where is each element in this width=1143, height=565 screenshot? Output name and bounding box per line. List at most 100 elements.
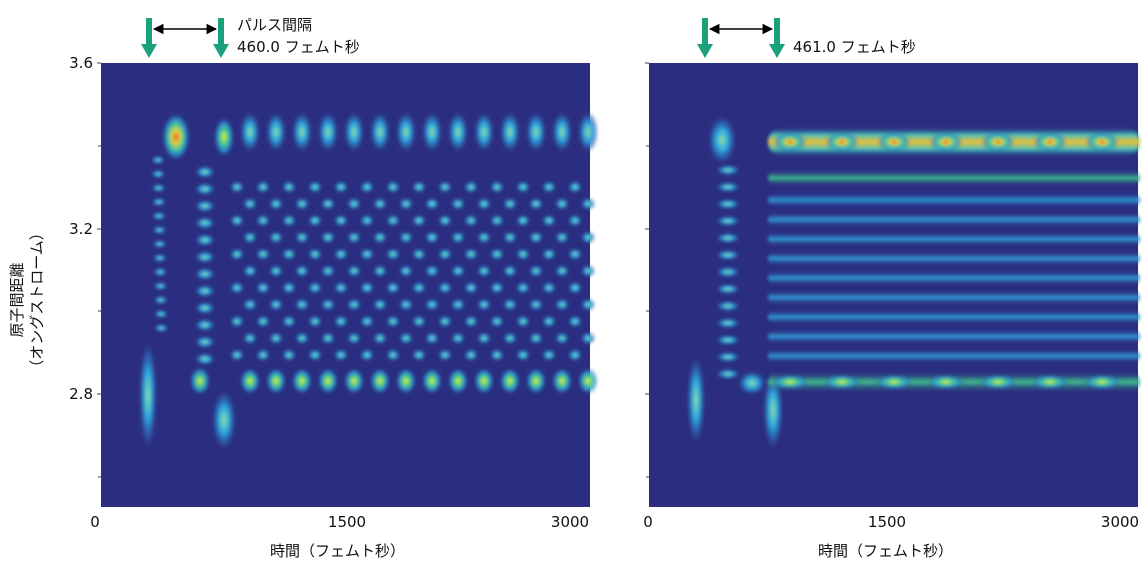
density-blob [716, 199, 740, 209]
density-blob [555, 332, 569, 345]
density-blob [386, 349, 400, 361]
density-blob [386, 248, 400, 261]
density-blob [500, 368, 520, 394]
density-blob [1086, 133, 1118, 151]
density-blob [243, 298, 257, 311]
density-stripe [768, 310, 1140, 324]
density-blob [716, 165, 740, 175]
density-blob [344, 368, 364, 394]
density-blob [360, 349, 374, 361]
density-blob [230, 315, 244, 328]
density-blob [334, 214, 348, 227]
density-stripe [768, 193, 1140, 207]
density-blob [373, 197, 387, 210]
density-blob [266, 112, 286, 152]
density-blob [347, 265, 361, 277]
density-blob [464, 248, 478, 261]
density-blob [282, 181, 296, 193]
density-blob [716, 318, 740, 328]
density-blob [396, 112, 416, 152]
density-blob [503, 265, 517, 277]
density-blob [308, 315, 322, 328]
density-blob [295, 298, 309, 311]
density-blob [269, 197, 283, 210]
density-blob [980, 375, 1016, 389]
density-blob [464, 349, 478, 361]
density-blob [516, 281, 530, 294]
density-blob [581, 298, 595, 311]
density-stripe [768, 251, 1140, 266]
density-blob [153, 268, 168, 276]
density-blob [422, 112, 442, 152]
density-blob [464, 181, 478, 193]
pulse-arrow [769, 18, 785, 58]
density-blob [334, 349, 348, 361]
density-blob [386, 315, 400, 328]
density-blob [716, 352, 740, 362]
density-stripe [768, 232, 1140, 246]
density-blob [240, 368, 260, 394]
density-blob [503, 298, 517, 311]
density-blob [490, 315, 504, 328]
density-blob [738, 371, 766, 395]
density-blob [1032, 375, 1068, 389]
density-blob [490, 181, 504, 193]
density-blob [824, 375, 860, 389]
pulse-interval-annotation: パルス間隔 [237, 16, 312, 34]
density-blob [581, 332, 595, 345]
density-blob [151, 170, 166, 178]
density-stripe [768, 329, 1140, 344]
density-blob [308, 248, 322, 261]
density-blob [292, 112, 312, 152]
density-blob [360, 214, 374, 227]
density-blob [568, 181, 582, 193]
density-blob [568, 315, 582, 328]
density-blob [308, 281, 322, 294]
density-blob [716, 267, 740, 277]
x-tick-label: 1500 [868, 513, 906, 531]
x-tick-label: 1500 [328, 513, 366, 531]
density-blob [474, 112, 494, 152]
density-blob [451, 197, 465, 210]
density-blob [282, 214, 296, 227]
density-blob [552, 368, 572, 394]
density-blob [282, 349, 296, 361]
density-blob [151, 156, 165, 164]
density-blob [477, 197, 491, 210]
density-blob [386, 214, 400, 227]
x-axis-label: 時間（フェムト秒） [270, 542, 405, 560]
density-blob [774, 133, 806, 151]
density-blob [555, 231, 569, 244]
density-blob [526, 112, 546, 152]
y-tick-label: 3.2 [69, 220, 93, 238]
density-blob [269, 332, 283, 345]
density-blob [243, 332, 257, 345]
density-blob [195, 183, 215, 195]
density-blob [243, 197, 257, 210]
density-blob [490, 349, 504, 361]
density-blob [344, 112, 364, 152]
density-blob [386, 281, 400, 294]
y-tick-label: 3.6 [69, 54, 93, 72]
density-blob [438, 248, 452, 261]
density-blob [464, 281, 478, 294]
density-blob [347, 298, 361, 311]
density-blob [269, 265, 283, 277]
density-blob [716, 233, 740, 243]
density-blob [308, 349, 322, 361]
density-blob [503, 332, 517, 345]
x-axis-label: 時間（フェムト秒） [818, 542, 953, 560]
density-blob [412, 315, 426, 328]
density-blob [516, 181, 530, 193]
density-blob [930, 133, 962, 151]
x-tick-label: 3000 [1101, 513, 1139, 531]
density-blob [153, 282, 168, 290]
density-blob [412, 281, 426, 294]
density-blob [152, 240, 167, 248]
density-blob [716, 369, 740, 379]
density-blob [503, 197, 517, 210]
density-blob [490, 248, 504, 261]
density-blob [195, 234, 215, 246]
density-blob [318, 368, 338, 394]
